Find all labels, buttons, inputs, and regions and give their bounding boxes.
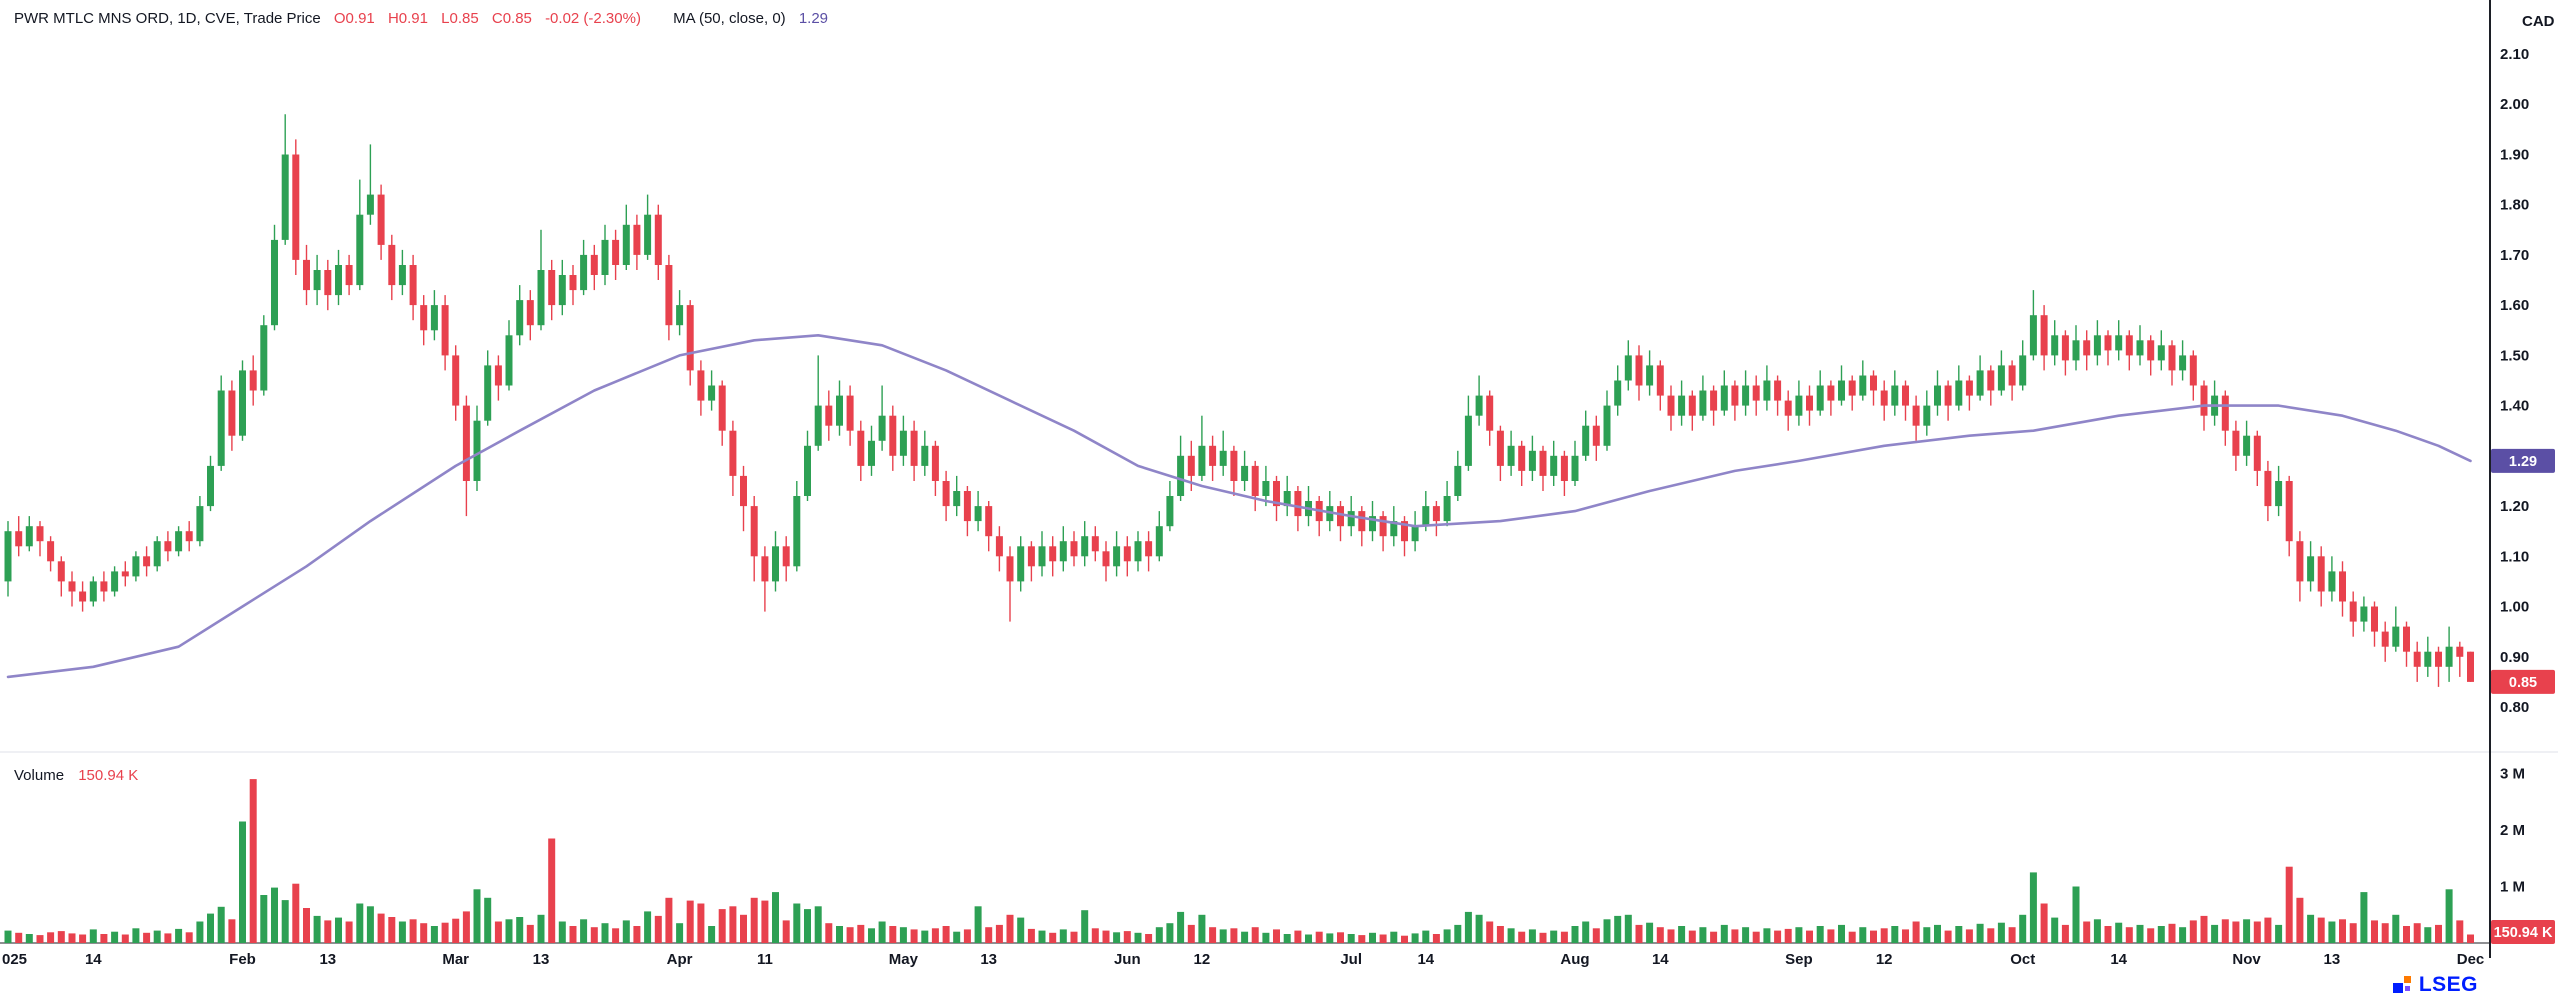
svg-text:1 M: 1 M: [2500, 879, 2525, 896]
svg-text:14: 14: [2110, 951, 2127, 968]
svg-text:Oct: Oct: [2010, 951, 2035, 968]
svg-text:13: 13: [319, 951, 336, 968]
pane-separators: [0, 0, 2558, 958]
time-axis[interactable]: 025 14 Feb 13 Mar 13 Apr 11 May 13 Jun 12 Jul 14 Aug 14…: [2, 951, 2484, 968]
chart-legend: PWR MTLC MNS ORD, 1D, CVE, Trade Price O…: [14, 10, 828, 27]
svg-text:1.70: 1.70: [2500, 247, 2529, 264]
currency-label: CAD: [2522, 13, 2555, 30]
svg-text:025: 025: [2, 951, 27, 968]
svg-text:Aug: Aug: [1560, 951, 1589, 968]
candles: [4, 114, 2474, 687]
svg-text:1.29: 1.29: [2509, 454, 2537, 470]
svg-text:14: 14: [1652, 951, 1669, 968]
svg-text:Dec: Dec: [2457, 951, 2485, 968]
volume-label[interactable]: Volume: [14, 767, 65, 784]
svg-text:13: 13: [980, 951, 997, 968]
ma-indicator-label[interactable]: MA (50, close, 0): [673, 10, 786, 27]
lseg-logo-text: LSEG: [2418, 973, 2478, 996]
svg-text:1.60: 1.60: [2500, 297, 2529, 314]
ma-line: [6, 333, 2472, 679]
svg-text:Nov: Nov: [2232, 951, 2261, 968]
ohlc-low: L0.85: [441, 10, 479, 27]
svg-text:2.00: 2.00: [2500, 96, 2529, 113]
axis-badge: 0.85: [2491, 669, 2555, 694]
svg-text:1.10: 1.10: [2500, 548, 2529, 565]
svg-text:Mar: Mar: [442, 951, 469, 968]
svg-text:3 M: 3 M: [2500, 766, 2525, 783]
svg-text:2 M: 2 M: [2500, 822, 2525, 839]
svg-text:1.90: 1.90: [2500, 147, 2529, 164]
ohlc-high: H0.91: [387, 10, 428, 27]
instrument-title[interactable]: PWR MTLC MNS ORD, 1D, CVE, Trade Price: [14, 10, 321, 27]
volume-value: 150.94 K: [78, 767, 139, 784]
svg-text:14: 14: [1417, 951, 1434, 968]
svg-text:1.20: 1.20: [2500, 498, 2529, 515]
lseg-logo: LSEG: [2392, 973, 2478, 997]
svg-text:11: 11: [757, 951, 773, 968]
axis-badge: 1.29: [2491, 448, 2555, 473]
svg-text:May: May: [889, 951, 919, 968]
svg-text:13: 13: [533, 951, 550, 968]
svg-text:1.50: 1.50: [2500, 347, 2529, 364]
axis-badge: 150.94 K: [2491, 920, 2555, 944]
svg-text:Jun: Jun: [1114, 951, 1141, 968]
svg-text:1.00: 1.00: [2500, 599, 2529, 616]
ohlc-open: O0.91: [333, 10, 375, 27]
svg-text:13: 13: [2324, 951, 2341, 968]
svg-text:0.80: 0.80: [2500, 699, 2529, 716]
svg-text:1.40: 1.40: [2500, 398, 2529, 415]
svg-text:Feb: Feb: [229, 951, 256, 968]
svg-text:1.80: 1.80: [2500, 197, 2529, 214]
svg-text:0.85: 0.85: [2509, 675, 2537, 691]
ohlc-change: -0.02 (-2.30%): [545, 10, 641, 27]
svg-text:150.94 K: 150.94 K: [2494, 925, 2553, 941]
svg-text:14: 14: [85, 951, 102, 968]
lseg-logo-icon: [2392, 976, 2411, 993]
volume-bars: [4, 779, 2474, 943]
ohlc-close: C0.85: [491, 10, 532, 27]
svg-text:12: 12: [1194, 951, 1211, 968]
ma-indicator-value: 1.29: [798, 10, 829, 27]
svg-text:0.90: 0.90: [2500, 649, 2529, 666]
volume-legend: Volume 150.94 K: [14, 767, 138, 784]
svg-text:Apr: Apr: [667, 951, 693, 968]
svg-text:12: 12: [1876, 951, 1893, 968]
svg-text:2.10: 2.10: [2500, 46, 2529, 63]
svg-text:Sep: Sep: [1785, 951, 1813, 968]
svg-text:Jul: Jul: [1340, 951, 1362, 968]
